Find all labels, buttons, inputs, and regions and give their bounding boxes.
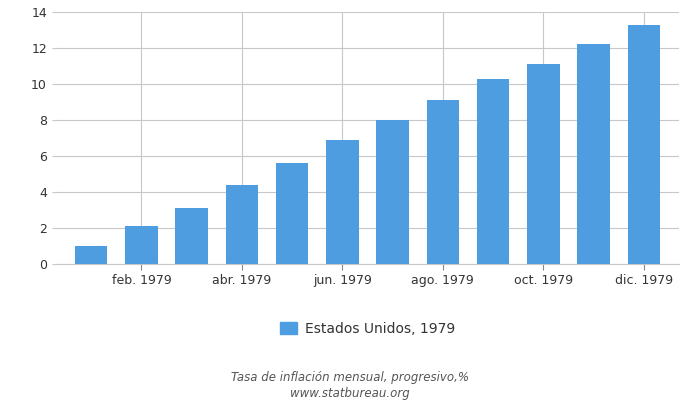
Legend: Estados Unidos, 1979: Estados Unidos, 1979 — [274, 316, 461, 342]
Text: Tasa de inflación mensual, progresivo,%: Tasa de inflación mensual, progresivo,% — [231, 372, 469, 384]
Bar — [627, 25, 660, 264]
Bar — [477, 78, 510, 264]
Bar — [326, 140, 358, 264]
Bar — [75, 246, 108, 264]
Bar — [377, 120, 409, 264]
Bar — [225, 185, 258, 264]
Bar — [125, 226, 158, 264]
Text: www.statbureau.org: www.statbureau.org — [290, 388, 410, 400]
Bar — [426, 100, 459, 264]
Bar — [276, 163, 309, 264]
Bar — [175, 208, 208, 264]
Bar — [527, 64, 560, 264]
Bar — [578, 44, 610, 264]
